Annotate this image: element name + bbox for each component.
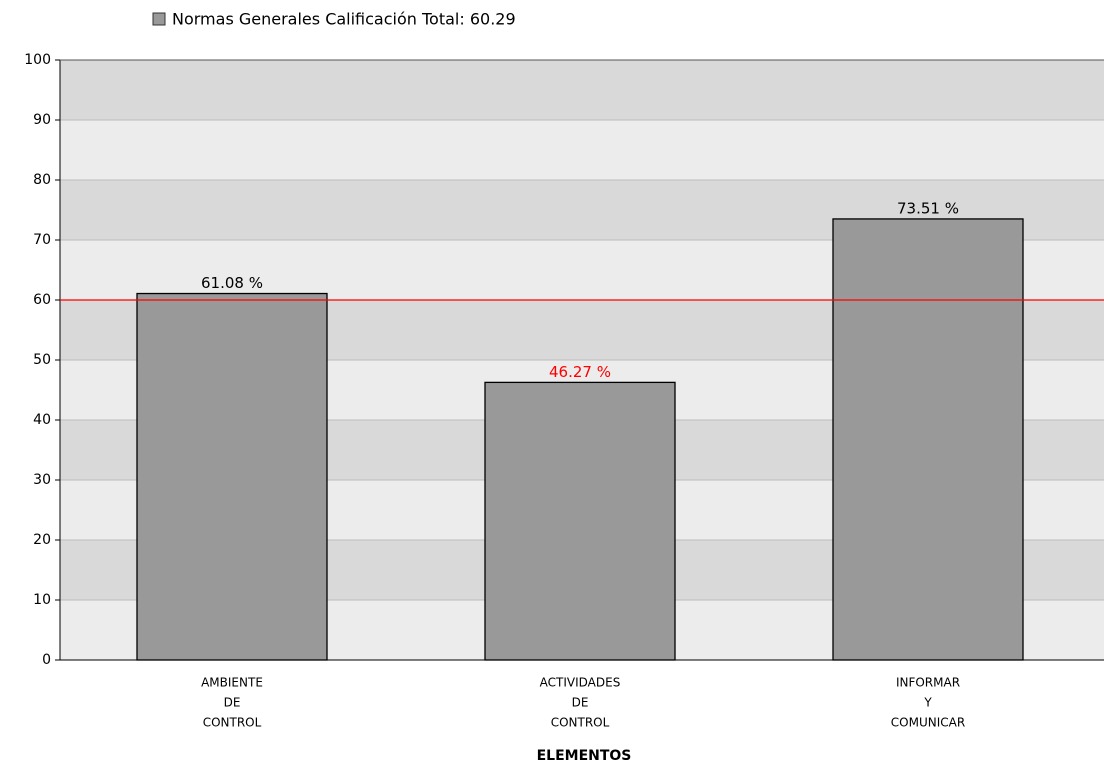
y-tick-label: 80 xyxy=(33,172,51,188)
x-tick-label: CONTROL xyxy=(551,716,610,730)
grid-band xyxy=(60,60,1104,120)
x-axis-label: ELEMENTOS xyxy=(537,748,632,764)
bar xyxy=(136,292,328,661)
y-tick-label: 90 xyxy=(33,112,51,128)
data-label: 73.51 % xyxy=(897,199,959,217)
y-tick-label: 40 xyxy=(33,412,51,428)
x-tick-label: DE xyxy=(224,696,241,710)
x-tick-label: ACTIVIDADES xyxy=(540,676,621,690)
x-tick-label: Y xyxy=(923,696,932,710)
data-label: 61.08 % xyxy=(201,274,263,292)
x-tick-label: CONTROL xyxy=(203,716,262,730)
grid-band xyxy=(60,120,1104,180)
data-label: 46.27 % xyxy=(549,363,611,381)
y-tick-label: 60 xyxy=(33,292,51,308)
x-tick-label: INFORMAR xyxy=(896,676,960,690)
y-tick-label: 70 xyxy=(33,232,51,248)
x-tick-label: AMBIENTE xyxy=(201,676,263,690)
y-tick-label: 20 xyxy=(33,532,51,548)
x-tick-label: COMUNICAR xyxy=(891,716,965,730)
y-tick-label: 0 xyxy=(42,652,51,668)
bar xyxy=(484,381,676,661)
y-tick-label: 30 xyxy=(33,472,51,488)
legend-swatch xyxy=(152,12,166,26)
y-tick-label: 100 xyxy=(24,52,51,68)
x-tick-label: DE xyxy=(572,696,589,710)
y-tick-label: 50 xyxy=(33,352,51,368)
legend-label: Normas Generales Calificación Total: 60.… xyxy=(172,10,516,29)
y-tick-label: 10 xyxy=(33,592,51,608)
bar xyxy=(832,218,1024,661)
